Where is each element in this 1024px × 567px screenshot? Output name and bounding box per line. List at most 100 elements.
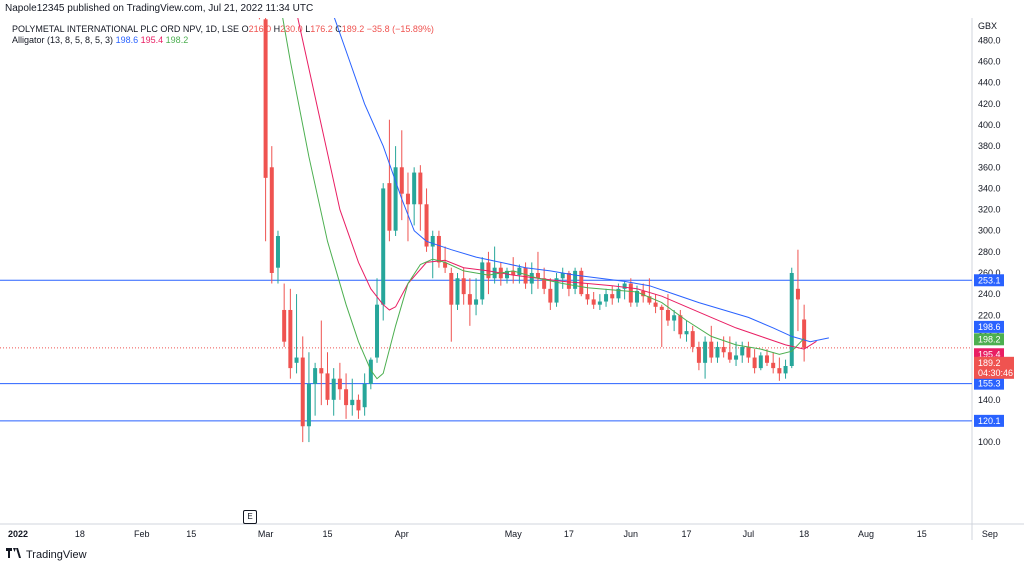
candle-body xyxy=(387,183,392,231)
time-tick-label: Sep xyxy=(982,529,998,539)
candle-body xyxy=(721,346,726,353)
candle-body xyxy=(362,383,367,408)
candle-body xyxy=(734,355,739,360)
high-label: H xyxy=(273,24,281,34)
candle-body xyxy=(288,309,293,369)
price-tick-label: 320.0 xyxy=(978,205,1001,215)
candle-body xyxy=(764,355,769,363)
time-tick-label: 15 xyxy=(917,529,927,539)
candle-body xyxy=(672,315,677,321)
candle-body xyxy=(622,283,627,289)
earnings-event-marker[interactable]: E xyxy=(243,510,257,524)
time-tick-label: 18 xyxy=(799,529,809,539)
candle-body xyxy=(616,288,621,299)
publish-header: Napole12345 published on TradingView.com… xyxy=(5,3,314,14)
price-tick-label: 340.0 xyxy=(978,183,1001,193)
low-label: L xyxy=(305,24,311,34)
candle-body xyxy=(777,368,782,374)
candle-body xyxy=(275,235,280,268)
candle-body xyxy=(789,272,794,366)
candle-body xyxy=(412,172,417,205)
candle-body xyxy=(368,359,373,384)
price-tick-label: 480.0 xyxy=(978,35,1001,45)
candle-body xyxy=(306,383,311,427)
candle-body xyxy=(319,368,324,374)
candle-body xyxy=(486,262,491,279)
price-tick-label: 300.0 xyxy=(978,226,1001,236)
candle-body xyxy=(585,294,590,300)
jaw-line xyxy=(333,18,830,343)
candle-body xyxy=(505,270,510,279)
candle-body xyxy=(405,193,410,205)
time-tick-label: Jun xyxy=(624,529,639,539)
indicator-legend[interactable]: Alligator (13, 8, 5, 8, 5, 3) 198.6 195.… xyxy=(12,35,188,45)
time-tick-label: 17 xyxy=(682,529,692,539)
candle-body xyxy=(604,294,609,302)
time-tick-label: 17 xyxy=(564,529,574,539)
lips-line xyxy=(282,18,805,380)
countdown-label: 04:30:46 xyxy=(978,368,1013,378)
brand-footer[interactable]: TradingView xyxy=(6,548,87,561)
candle-body xyxy=(523,267,528,284)
candle-body xyxy=(678,315,683,335)
price-tick-label: 140.0 xyxy=(978,395,1001,405)
lips-axis-label-bg xyxy=(974,333,1004,346)
teeth-axis-label: 195.4 xyxy=(978,349,1001,359)
candle-body xyxy=(492,267,497,279)
lips-axis-label: 198.2 xyxy=(978,334,1001,344)
indicator-name: Alligator (13, 8, 5, 8, 5, 3) xyxy=(12,35,114,45)
time-tick-label: 15 xyxy=(186,529,196,539)
candle-body xyxy=(628,283,633,303)
candle-body xyxy=(746,346,751,358)
symbol-legend: POLYMETAL INTERNATIONAL PLC ORD NPV, 1D,… xyxy=(12,24,434,34)
candle-body xyxy=(337,378,342,390)
time-tick-label: 2022 xyxy=(8,529,28,539)
plot-area xyxy=(0,18,972,443)
candle-body xyxy=(560,272,565,279)
level-label-120: 120.1 xyxy=(978,416,1001,426)
time-tick-label: Mar xyxy=(258,529,274,539)
time-tick-label: Jul xyxy=(743,529,755,539)
candle-body xyxy=(517,267,522,276)
level-label-253: 253.1 xyxy=(978,275,1001,285)
jaw-axis-label: 198.6 xyxy=(978,322,1001,332)
candle-body xyxy=(715,346,720,358)
candle-body xyxy=(350,399,355,406)
candle-body xyxy=(443,262,448,268)
candle-body xyxy=(591,299,596,305)
candle-body xyxy=(684,331,689,335)
lips-value: 198.2 xyxy=(165,35,189,45)
price-tick-label: 460.0 xyxy=(978,57,1001,67)
candle-body xyxy=(727,352,732,360)
candle-body xyxy=(548,288,553,303)
time-tick-label: 15 xyxy=(322,529,332,539)
candle-body xyxy=(740,346,745,356)
price-tick-label: 440.0 xyxy=(978,78,1001,88)
currency-label: GBX xyxy=(978,21,998,31)
candle-body xyxy=(542,278,547,289)
candle-body xyxy=(690,331,695,347)
candle-body xyxy=(573,270,578,289)
price-tick-label: 360.0 xyxy=(978,162,1001,172)
candle-body xyxy=(535,272,540,279)
candle-body xyxy=(325,373,330,400)
candle-body xyxy=(647,296,652,303)
candle-body xyxy=(480,262,485,300)
time-tick-label: Apr xyxy=(395,529,409,539)
candle-body xyxy=(783,365,788,374)
jaw-axis-label-bg xyxy=(974,320,1004,333)
close-value: 189.2 xyxy=(341,24,365,34)
candle-body xyxy=(294,357,299,363)
candle-body xyxy=(758,355,763,369)
last-price-box xyxy=(974,356,1014,379)
price-tick-label: 280.0 xyxy=(978,247,1001,257)
brand-name: TradingView xyxy=(26,548,87,561)
candle-body xyxy=(467,294,472,305)
time-tick-label: Feb xyxy=(134,529,150,539)
price-tick-label: 240.0 xyxy=(978,289,1001,299)
candle-body xyxy=(566,272,571,289)
candle-body xyxy=(424,204,429,247)
teeth-value: 195.4 xyxy=(140,35,164,45)
candle-body xyxy=(511,270,516,276)
